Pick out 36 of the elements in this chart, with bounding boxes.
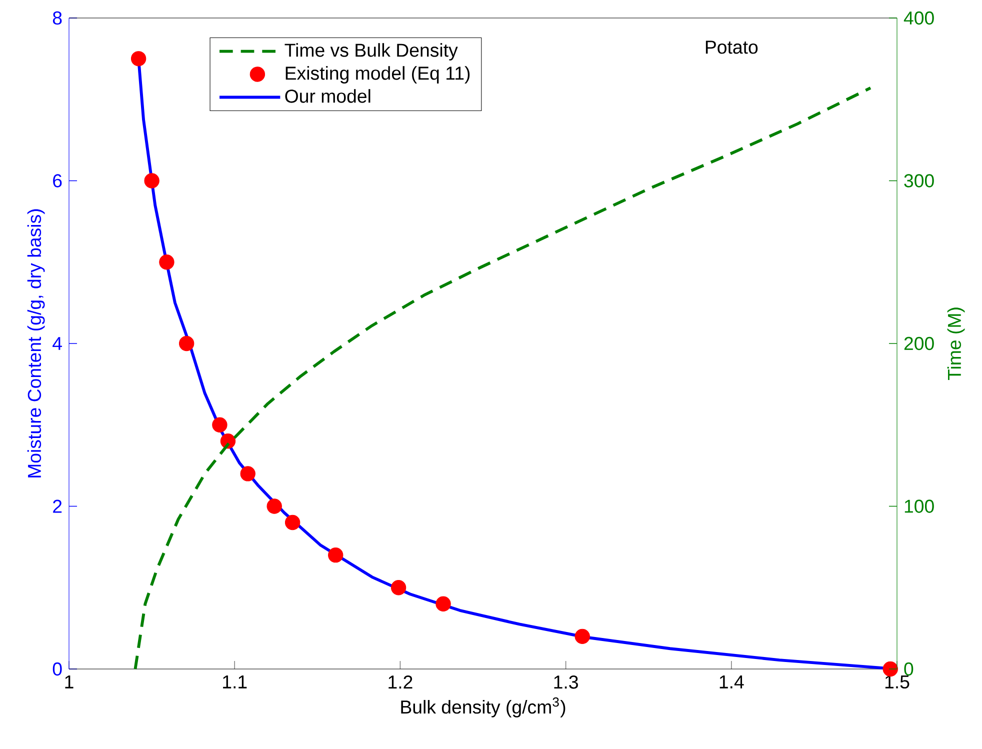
y-tick-label: 4 <box>52 337 62 350</box>
point <box>328 547 344 563</box>
x-tick-label: 1 <box>65 675 74 688</box>
x-axis-title: Bulk density (g/cm$^{3}$) <box>401 697 566 718</box>
y2-axis-title: Time (M) <box>947 308 965 380</box>
y2-tick-label: 0 <box>904 662 914 676</box>
y-tick-label: 2 <box>53 500 62 513</box>
y-axis-title: Moisture Content (g/g, dry basis) <box>27 209 45 478</box>
point <box>130 51 146 66</box>
point <box>144 173 160 188</box>
legend-label: Our model <box>285 89 370 103</box>
point <box>574 628 590 644</box>
point <box>178 336 194 352</box>
y2-tick-label: 300 <box>904 174 934 188</box>
point <box>240 466 256 482</box>
point <box>266 498 282 514</box>
x-tick-label: 1.2 <box>388 675 412 689</box>
point <box>284 514 300 530</box>
legend-label: Existing model (Eq 11) <box>286 66 470 84</box>
point <box>159 254 174 270</box>
x-tick-label: 1.5 <box>885 675 910 689</box>
y-tick-label: 0 <box>52 662 62 676</box>
annotation: Potato <box>706 40 758 54</box>
legend-label: Time vs Bulk Density <box>284 43 458 61</box>
y-tick-label: 8 <box>52 11 62 25</box>
y2-tick-label: 200 <box>904 336 934 350</box>
point <box>390 580 406 596</box>
point <box>882 661 898 677</box>
y2-tick-label: 400 <box>904 11 934 25</box>
x-tick-label: 1.1 <box>223 675 247 688</box>
x-tick-label: 1.3 <box>554 675 578 689</box>
x-tick-label: 1.4 <box>720 675 744 688</box>
y2-tick-label: 100 <box>904 500 934 513</box>
point <box>212 417 228 432</box>
point <box>436 596 451 612</box>
y-tick-label: 6 <box>53 174 62 188</box>
